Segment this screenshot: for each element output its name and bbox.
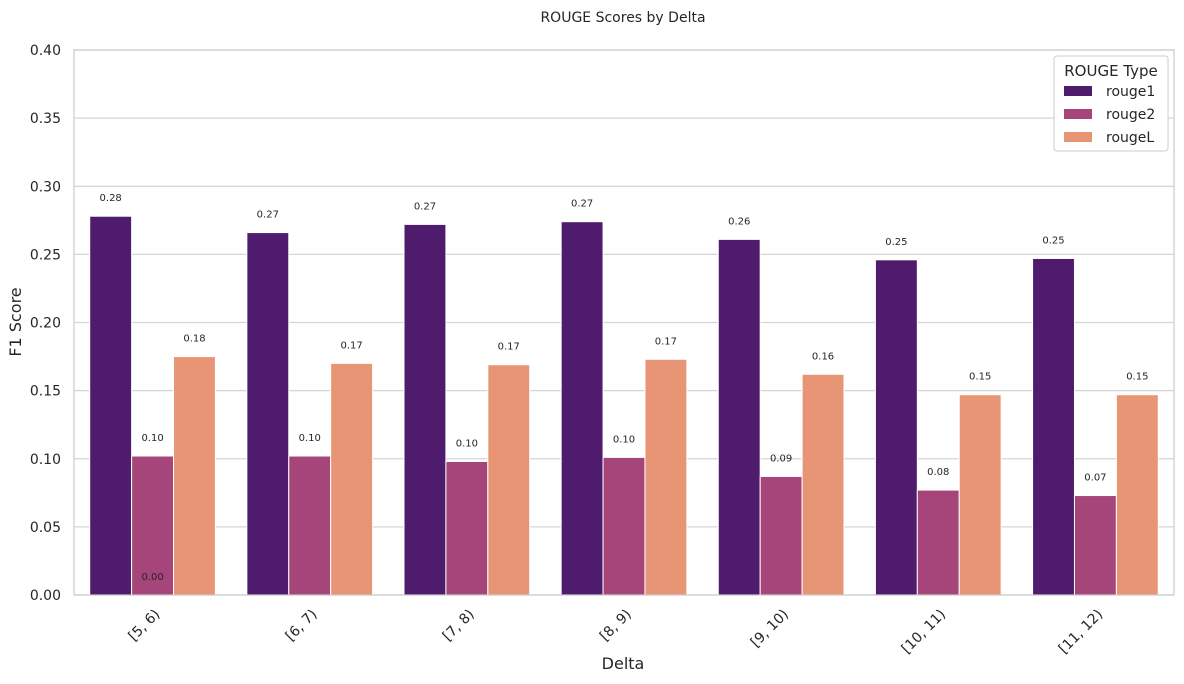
legend: ROUGE Type rouge1 rouge2 rougeL	[1053, 55, 1169, 152]
bar-rouge2	[602, 456, 646, 596]
bar-value-label: 0.27	[571, 199, 593, 210]
bar-rouge2	[1073, 495, 1117, 596]
bar-value-label: 0.17	[498, 342, 520, 353]
bar-value-label: 0.26	[728, 216, 750, 227]
y-tick-label: 0.20	[30, 316, 61, 332]
y-tick-label: 0.05	[30, 520, 61, 536]
bar-value-label: 0.08	[927, 467, 949, 478]
chart-title: ROUGE Scores by Delta	[540, 10, 705, 26]
y-tick-label: 0.15	[30, 384, 61, 400]
bar-value-label: 0.09	[770, 453, 792, 464]
x-axis-ticks: [5, 6) [6, 7) [7, 8) [8, 9) [9, 10) [10, 11) […	[125, 607, 1106, 658]
bar-rouge1	[717, 238, 761, 596]
x-tick-label: [6, 7)	[283, 607, 321, 645]
legend-swatch-rougeL	[1064, 132, 1092, 142]
bar-value-label: 0.25	[1042, 235, 1064, 246]
x-tick-label: [5, 6)	[125, 607, 163, 645]
bar-value-label: 0.27	[257, 210, 279, 221]
y-axis-ticks: 0.00 0.05 0.10 0.15 0.20 0.25 0.30 0.35 0.40	[30, 43, 61, 604]
bar-value-label: 0.10	[141, 433, 163, 444]
bar-rouge1	[1032, 257, 1075, 596]
bar-rougeL	[330, 362, 374, 596]
bar-rougeL	[958, 394, 1002, 596]
bar-rouge1	[89, 215, 133, 596]
bar-rougeL	[487, 364, 531, 596]
bars	[89, 215, 1159, 596]
y-tick-label: 0.30	[30, 179, 61, 195]
bar-rouge2	[759, 475, 803, 596]
bar-value-label: 0.10	[456, 438, 478, 449]
bar-rougeL	[801, 373, 845, 596]
bar-value-label: 0.15	[969, 372, 991, 383]
y-tick-label: 0.35	[30, 111, 61, 127]
bar-rouge2	[916, 489, 960, 596]
y-axis-title: F1 Score	[6, 287, 25, 356]
legend-swatch-rouge2	[1064, 109, 1092, 119]
x-tick-label: [9, 10)	[748, 607, 792, 651]
bar-value-label: 0.18	[183, 334, 205, 345]
bar-value-label: 0.27	[414, 201, 436, 212]
bar-value-label: 0.16	[812, 351, 834, 362]
legend-label-rougeL: rougeL	[1106, 130, 1154, 146]
bar-rougeL	[1115, 394, 1159, 596]
bar-labels: 0.28 0.10 0.18 0.27 0.10 0.17 0.27 0.10 0.17 0.27…	[100, 193, 1149, 583]
bar-rouge1	[560, 221, 604, 596]
bar-rouge1	[403, 223, 447, 596]
bar-rouge2	[288, 455, 332, 596]
x-tick-label: [7, 8)	[440, 607, 478, 645]
bar-value-label: 0.10	[299, 433, 321, 444]
bar-value-label: 0.25	[885, 237, 907, 248]
bar-rouge1	[874, 259, 918, 596]
annotation-label: 0.00	[141, 572, 163, 583]
bar-value-label: 0.28	[100, 193, 122, 204]
legend-box	[1053, 55, 1169, 152]
legend-title: ROUGE Type	[1064, 62, 1158, 80]
x-tick-label: [8, 9)	[597, 607, 635, 645]
y-tick-label: 0.10	[30, 452, 61, 468]
bar-rouge1	[246, 232, 290, 596]
bar-value-label: 0.10	[613, 434, 635, 445]
y-tick-label: 0.25	[30, 247, 61, 263]
x-tick-label: [11, 12)	[1056, 607, 1107, 658]
bar-rougeL	[173, 356, 216, 596]
legend-items: rouge1 rouge2 rougeL	[1064, 84, 1155, 146]
bar-value-label: 0.17	[655, 336, 677, 347]
bar-rouge2	[445, 460, 489, 596]
plot-frame	[73, 49, 1175, 596]
y-tick-label: 0.00	[30, 588, 61, 604]
bar-value-label: 0.15	[1126, 372, 1148, 383]
legend-label-rouge1: rouge1	[1106, 84, 1155, 100]
bar-rougeL	[644, 358, 688, 596]
bar-value-label: 0.17	[340, 340, 362, 351]
legend-swatch-rouge1	[1064, 86, 1092, 96]
legend-label-rouge2: rouge2	[1106, 107, 1155, 123]
x-axis-title: Delta	[602, 654, 645, 673]
bar-value-label: 0.07	[1084, 473, 1106, 484]
y-tick-label: 0.40	[30, 43, 61, 59]
x-tick-label: [10, 11)	[899, 607, 950, 658]
